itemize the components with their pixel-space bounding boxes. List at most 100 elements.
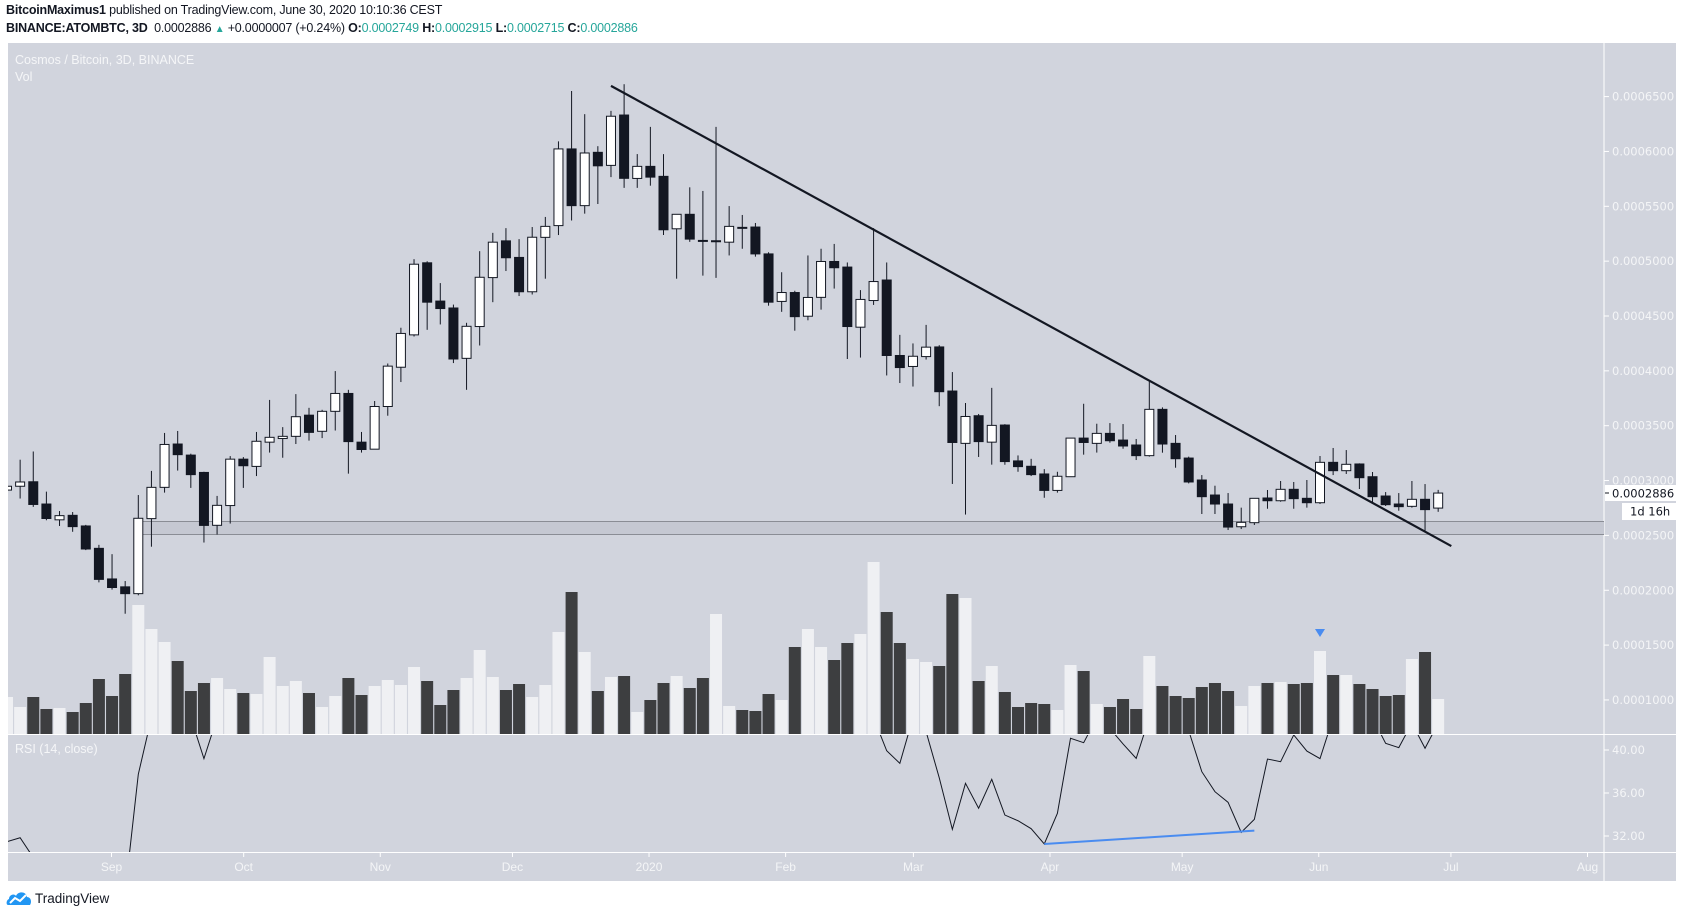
candle-body <box>303 414 314 433</box>
candle <box>868 228 879 305</box>
candle-body <box>8 485 12 491</box>
candle <box>1104 423 1115 443</box>
candle-body <box>1354 463 1365 479</box>
candle <box>395 327 406 383</box>
volume-bar <box>1012 707 1025 734</box>
descending-trendline <box>610 84 1452 548</box>
candle-body <box>855 298 866 328</box>
candle-body <box>251 440 262 467</box>
volume-bar <box>775 700 788 734</box>
candle <box>763 252 774 306</box>
volume-bar <box>1261 683 1274 734</box>
candle <box>225 456 236 524</box>
volume-bar <box>1143 656 1156 734</box>
price-tick-label: 0.0003500 <box>1612 419 1674 433</box>
candle <box>1315 455 1325 505</box>
candle-body <box>41 503 52 520</box>
time-tick-label: Mar <box>903 860 924 874</box>
candle-body <box>1301 497 1312 504</box>
volume-bar <box>946 594 959 734</box>
price-tick-label: 0.0001500 <box>1612 638 1674 652</box>
volume-bar <box>618 676 631 734</box>
candle-body <box>802 296 813 317</box>
volume-bar <box>66 712 79 734</box>
candle-body <box>1118 439 1129 447</box>
volume-bar <box>1156 686 1169 734</box>
rsi-line <box>195 735 213 761</box>
candle <box>829 243 840 289</box>
candle-body <box>159 443 170 488</box>
candle <box>461 322 472 390</box>
candle-body <box>1275 488 1286 502</box>
candle-body <box>54 515 65 521</box>
price-axis[interactable]: 0.0006500 0.0006000 0.0005500 0.0005000 0.00… <box>1604 90 1674 707</box>
candle-body <box>645 165 656 178</box>
volume-bar <box>815 647 828 734</box>
candle <box>737 214 748 249</box>
candle <box>80 524 91 551</box>
volume-bar <box>1077 671 1090 734</box>
volume-bar <box>14 707 27 734</box>
volume-bar <box>762 694 775 734</box>
candle-body <box>1328 461 1339 472</box>
candle <box>343 389 354 474</box>
candle <box>159 432 170 493</box>
time-tick-label: Jul <box>1443 860 1458 874</box>
candle-body <box>737 226 748 229</box>
candle-body <box>592 151 603 167</box>
candle-body <box>881 279 892 356</box>
candle <box>303 407 314 441</box>
low-value: 0.0002715 <box>506 21 565 35</box>
price-tick-label: 0.0006500 <box>1612 90 1674 104</box>
candle-body <box>1013 460 1024 468</box>
candle-body <box>264 436 275 443</box>
rsi-line <box>879 735 1145 845</box>
candle-body <box>487 241 498 279</box>
candle-body <box>697 239 708 242</box>
candle-body <box>947 390 958 443</box>
volume-bar <box>828 660 841 734</box>
candle <box>1420 484 1431 531</box>
time-tick-label: Aug <box>1577 860 1598 874</box>
tradingview-logo[interactable]: TradingView <box>6 890 109 906</box>
volume-bar <box>1314 651 1326 734</box>
candle <box>658 154 669 236</box>
candle-body <box>842 266 853 328</box>
candle <box>1341 450 1352 474</box>
symbol-info-bar: BINANCE:ATOMBTC, 3D 0.0002886 ▲ +0.00000… <box>6 21 638 35</box>
rsi-axis[interactable]: 40.00 36.00 32.00 <box>1604 743 1645 843</box>
candle <box>907 343 918 387</box>
author-name[interactable]: BitcoinMaximus1 <box>6 3 106 17</box>
price-tick-label: 0.0005500 <box>1612 199 1674 213</box>
volume-bar <box>355 695 368 734</box>
rsi-line <box>1380 735 1433 750</box>
volume-bar <box>841 643 854 734</box>
candle-body <box>1157 408 1168 445</box>
candle-body <box>986 424 997 443</box>
volume-bar <box>1432 699 1445 734</box>
candle-body <box>1315 461 1325 504</box>
candle-body <box>461 325 472 359</box>
volume-bar <box>1117 699 1130 734</box>
candle <box>133 495 144 596</box>
candle <box>238 457 249 488</box>
candle-body <box>553 148 564 227</box>
candle-body <box>960 415 971 444</box>
volume-bar <box>250 694 263 734</box>
time-tick-label: Apr <box>1041 860 1060 874</box>
volume-bar <box>1195 687 1208 734</box>
candle <box>566 91 577 221</box>
volume-bar <box>460 678 473 734</box>
candle <box>605 110 616 178</box>
candle-body <box>907 355 918 367</box>
volume-bar <box>644 700 657 734</box>
candle <box>881 262 892 376</box>
candle <box>1039 469 1050 498</box>
candle-body <box>382 365 393 408</box>
trendline-group[interactable] <box>610 84 1452 548</box>
volume-bar <box>408 667 421 734</box>
price-tick-label: 0.0004000 <box>1612 364 1674 378</box>
volume-bar <box>1051 710 1064 734</box>
time-axis[interactable]: Sep Oct Nov Dec 2020 Feb Mar Apr May Jun Jul Aug <box>101 853 1598 874</box>
